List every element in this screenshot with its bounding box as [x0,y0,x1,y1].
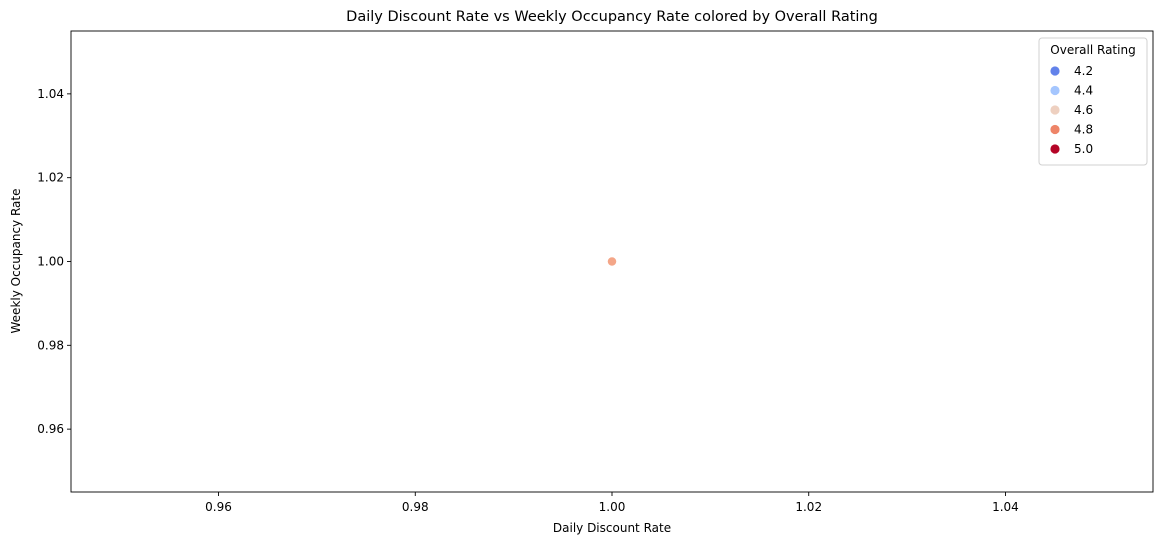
x-tick-label: 1.04 [992,500,1019,514]
legend-entries: 4.2 4.4 4.6 4.8 5.0 [1050,64,1093,156]
legend-frame [1038,37,1148,166]
legend-title: Overall Rating [1050,43,1135,57]
legend-marker [1050,124,1060,135]
data-points [607,256,617,267]
y-axis: 0.96 0.98 1.00 1.02 1.04 [37,87,71,436]
x-tick-label: 1.02 [795,500,822,514]
x-axis: 0.96 0.98 1.00 1.02 1.04 [205,492,1019,514]
y-tick-label: 1.02 [37,171,64,185]
legend-label: 4.2 [1074,64,1093,78]
legend-label: 4.8 [1074,123,1093,137]
legend-label: 5.0 [1074,142,1093,156]
x-tick-label: 0.96 [205,500,232,514]
legend-label: 4.4 [1074,84,1093,98]
x-axis-label: Daily Discount Rate [553,521,671,535]
chart-title: Daily Discount Rate vs Weekly Occupancy … [346,9,878,25]
legend-marker [1050,144,1060,154]
y-tick-label: 0.98 [37,338,64,352]
legend-label: 4.6 [1074,103,1093,117]
y-tick-label: 1.00 [37,255,64,269]
y-tick-label: 0.96 [37,422,64,436]
legend-marker [1050,105,1060,115]
x-tick-label: 1.00 [599,500,626,514]
x-tick-label: 0.98 [402,500,429,514]
y-tick-label: 1.04 [37,87,64,101]
legend-marker [1050,66,1060,76]
data-point [607,256,617,267]
legend-marker [1050,85,1060,96]
legend: Overall Rating 4.2 4.4 4.6 4.8 5.0 [1038,37,1148,166]
y-axis-label: Weekly Occupancy Rate [9,189,23,334]
